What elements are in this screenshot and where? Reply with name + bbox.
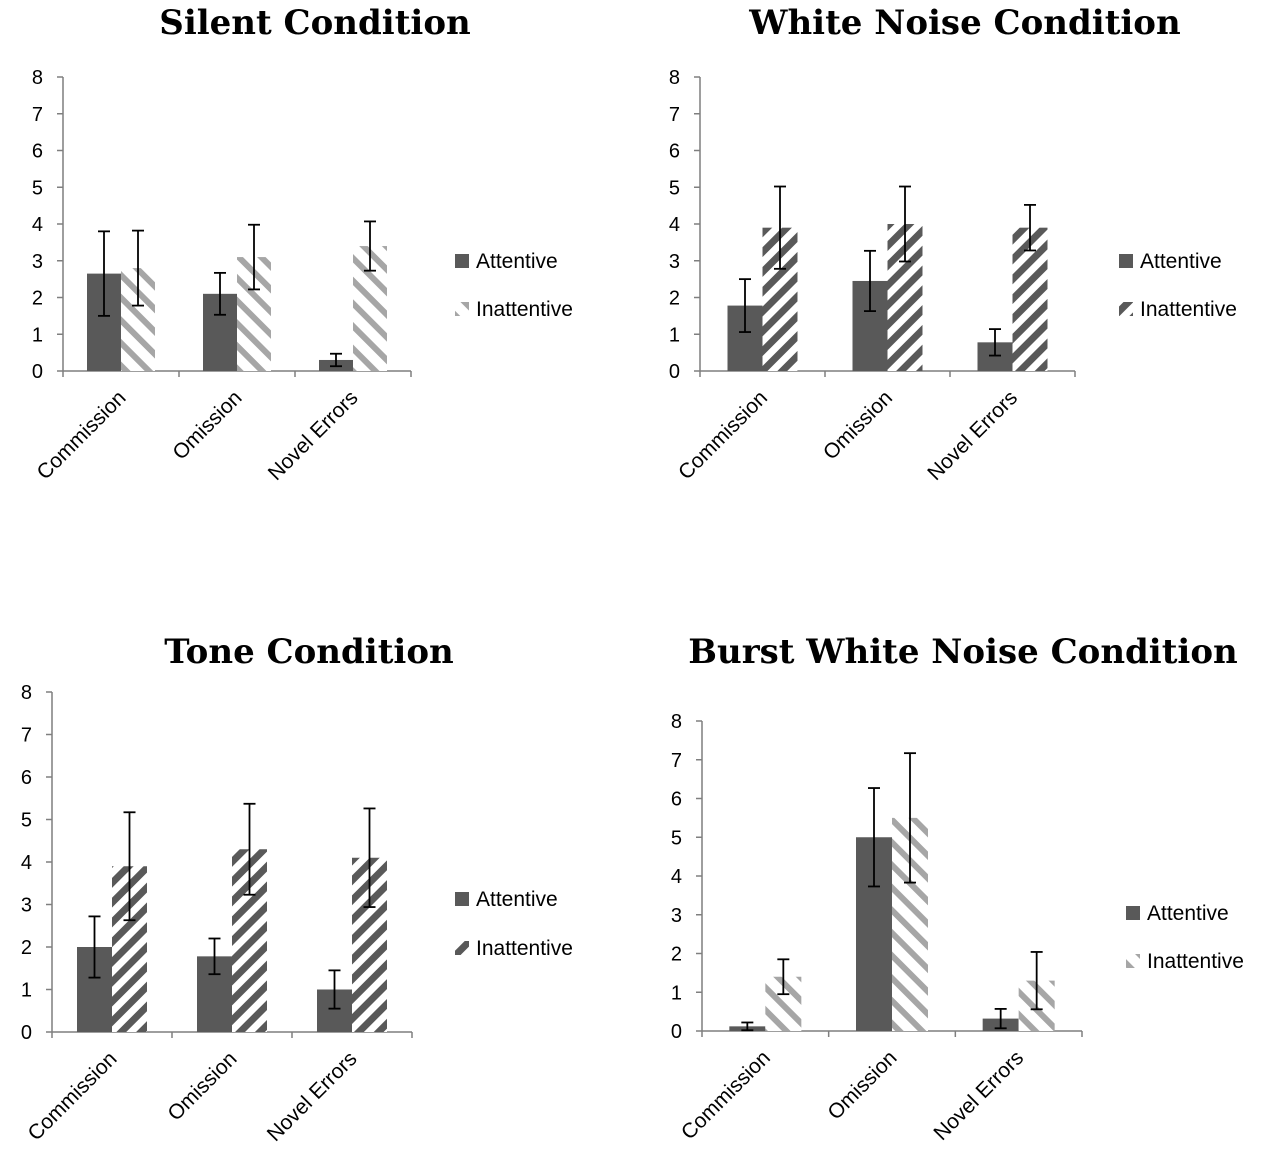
y-tick-label: 5 <box>669 177 680 199</box>
legend-label-attentive: Attentive <box>1140 250 1222 273</box>
legend-label-inattentive: Inattentive <box>1140 298 1237 321</box>
chart-panel-1: Silent Condition 0 1 2 3 4 5 6 7 8 Commission Omiss… <box>32 3 573 485</box>
legend-label-inattentive: Inattentive <box>476 298 573 321</box>
category-label-commission: Commission <box>677 1046 775 1144</box>
y-tick-label: 7 <box>671 750 682 772</box>
y-tick-label: 5 <box>21 810 32 832</box>
y-tick-label: 2 <box>671 944 682 966</box>
category-label-novel-errors: Novel Errors <box>263 1047 362 1146</box>
y-tick-label: 4 <box>671 866 682 888</box>
y-tick-label: 6 <box>21 767 32 789</box>
bar-inattentive-novel-errors <box>1012 227 1048 371</box>
category-label-omission: Omission <box>819 386 897 464</box>
y-tick-label: 8 <box>21 682 32 704</box>
legend-label-inattentive: Inattentive <box>476 937 573 960</box>
category-label-commission: Commission <box>674 386 772 484</box>
y-tick-label: 1 <box>671 982 682 1004</box>
legend-swatch-inattentive <box>455 941 469 955</box>
y-tick-label: 2 <box>32 288 43 310</box>
y-tick-label: 5 <box>671 827 682 849</box>
legend-swatch-inattentive <box>1126 954 1140 968</box>
y-tick-label: 3 <box>669 251 680 273</box>
y-tick-label: 0 <box>32 361 43 383</box>
y-tick-label: 4 <box>32 214 43 236</box>
category-label-novel-errors: Novel Errors <box>929 1046 1028 1145</box>
y-tick-label: 6 <box>669 141 680 163</box>
category-label-omission: Omission <box>823 1046 901 1124</box>
chart-title: White Noise Condition <box>748 3 1180 43</box>
y-tick-label: 3 <box>671 905 682 927</box>
y-tick-label: 6 <box>32 141 43 163</box>
y-tick-label: 7 <box>669 104 680 126</box>
category-label-novel-errors: Novel Errors <box>264 386 363 485</box>
y-tick-label: 0 <box>669 361 680 383</box>
y-tick-label: 4 <box>669 214 680 236</box>
y-tick-label: 8 <box>669 67 680 89</box>
y-tick-label: 7 <box>21 725 32 747</box>
y-tick-label: 3 <box>21 895 32 917</box>
y-tick-label: 6 <box>671 789 682 811</box>
chart-title: Burst White Noise Condition <box>688 632 1238 672</box>
y-tick-label: 3 <box>32 251 43 273</box>
legend-label-attentive: Attentive <box>476 888 558 911</box>
y-tick-label: 0 <box>21 1022 32 1044</box>
y-tick-label: 1 <box>21 980 32 1002</box>
legend-swatch-attentive <box>1119 254 1133 268</box>
category-label-commission: Commission <box>24 1047 122 1145</box>
legend-swatch-inattentive <box>455 302 469 316</box>
chart-title: Tone Condition <box>164 632 453 672</box>
legend-swatch-attentive <box>1126 906 1140 920</box>
legend-label-attentive: Attentive <box>476 250 558 273</box>
y-tick-label: 8 <box>671 711 682 733</box>
category-label-omission: Omission <box>168 386 246 464</box>
legend-label-inattentive: Inattentive <box>1147 950 1244 973</box>
y-tick-label: 2 <box>21 937 32 959</box>
legend-swatch-attentive <box>455 254 469 268</box>
y-tick-label: 1 <box>669 324 680 346</box>
chart-panel-4: Burst White Noise Condition 0 1 2 3 4 5 6 7 8 Comm… <box>671 632 1244 1145</box>
chart-title: Silent Condition <box>159 3 470 43</box>
category-label-omission: Omission <box>163 1047 241 1125</box>
y-tick-label: 5 <box>32 177 43 199</box>
category-label-novel-errors: Novel Errors <box>923 386 1022 485</box>
legend-swatch-inattentive <box>1119 302 1133 316</box>
y-tick-label: 7 <box>32 104 43 126</box>
chart-panel-3: Tone Condition 0 1 2 3 4 5 6 7 8 Commission Omissio… <box>21 632 573 1146</box>
category-label-commission: Commission <box>33 386 131 484</box>
chart-panel-2: White Noise Condition 0 1 2 3 4 5 6 7 8 Commission… <box>669 3 1237 485</box>
y-tick-label: 2 <box>669 288 680 310</box>
y-tick-label: 4 <box>21 852 32 874</box>
y-tick-label: 8 <box>32 67 43 89</box>
legend-swatch-attentive <box>455 892 469 906</box>
y-tick-label: 0 <box>671 1021 682 1043</box>
y-tick-label: 1 <box>32 324 43 346</box>
legend-label-attentive: Attentive <box>1147 902 1229 925</box>
